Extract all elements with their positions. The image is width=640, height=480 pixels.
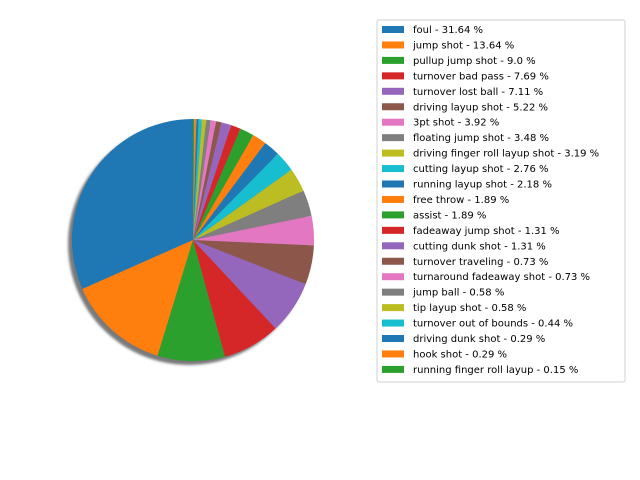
legend-label-17: jump ball - 0.58 %	[412, 288, 504, 299]
legend-swatch-18	[382, 304, 404, 312]
legend-swatch-12	[382, 211, 404, 219]
legend-swatch-9	[382, 165, 404, 173]
legend-label-14: cutting dunk shot - 1.31 %	[413, 241, 546, 252]
legend-label-9: cutting layup shot - 2.76 %	[413, 164, 549, 175]
pie-slice-21	[193, 119, 197, 240]
legend-label-12: assist - 1.89 %	[413, 210, 486, 221]
legend-label-21: hook shot - 0.29 %	[413, 349, 507, 360]
legend-label-4: turnover lost ball - 7.11 %	[413, 87, 543, 98]
legend-swatch-13	[382, 226, 404, 234]
pie-slice-7	[193, 190, 312, 240]
legend-swatch-10	[382, 180, 404, 188]
pie-slice-0	[72, 119, 193, 289]
legend-swatch-1	[382, 41, 404, 49]
pie-slice-22	[193, 119, 195, 240]
legend-swatch-17	[382, 288, 404, 296]
pie-slices	[72, 119, 314, 361]
legend-entries: foul - 31.64 % jump shot - 13.64 % pullup …	[382, 25, 599, 376]
pie-slice-1	[82, 240, 193, 356]
legend: foul - 31.64 % jump shot - 13.64 % pullup …	[376, 19, 626, 383]
legend-label-10: running layup shot - 2.18 %	[413, 180, 552, 191]
legend-label-2: pullup jump shot - 9.0 %	[413, 56, 536, 67]
pie-slice-10	[193, 142, 278, 240]
legend-swatch-5	[382, 103, 404, 111]
pie-slice-20	[193, 119, 199, 240]
legend-label-13: fadeaway jump shot - 1.31 %	[413, 226, 560, 237]
legend-label-1: jump shot - 13.64 %	[412, 40, 514, 51]
pie-slice-13	[193, 125, 241, 240]
legend-swatch-19	[382, 319, 404, 327]
pie-slice-14	[193, 122, 232, 240]
pie-slice-15	[193, 121, 222, 240]
pie-slice-4	[193, 240, 306, 329]
legend-label-19: turnover out of bounds - 0.44 %	[413, 319, 573, 330]
legend-label-22: running finger roll layup - 0.15 %	[413, 365, 578, 376]
legend-swatch-8	[382, 149, 404, 157]
legend-label-11: free throw - 1.89 %	[413, 195, 509, 206]
pie-slice-2	[157, 240, 226, 361]
legend-label-6: 3pt shot - 3.92 %	[413, 118, 499, 129]
legend-swatch-14	[382, 242, 404, 250]
pie-slice-12	[193, 128, 254, 240]
pie-slice-3	[193, 240, 276, 357]
legend-label-18: tip layup shot - 0.58 %	[413, 303, 526, 314]
legend-swatch-15	[382, 257, 404, 265]
pie-slice-11	[193, 135, 266, 240]
legend-frame	[376, 19, 626, 383]
legend-label-3: turnover bad pass - 7.69 %	[413, 71, 549, 82]
pie-slice-16	[193, 120, 217, 240]
pie-slice-19	[193, 119, 202, 240]
pie-slice-9	[193, 153, 292, 240]
legend-swatch-4	[382, 87, 404, 95]
legend-label-16: turnaround fadeaway shot - 0.73 %	[413, 272, 590, 283]
pie-slice-6	[193, 215, 314, 246]
legend-swatch-21	[382, 350, 404, 358]
legend-label-0: foul - 31.64 %	[413, 25, 483, 36]
legend-label-20: driving dunk shot - 0.29 %	[413, 334, 545, 345]
pie-slice-17	[193, 119, 211, 240]
pie-slice-18	[193, 119, 207, 240]
pie-slice-5	[193, 240, 314, 285]
legend-swatch-22	[382, 365, 404, 373]
legend-swatch-0	[382, 26, 404, 33]
legend-label-15: turnover traveling - 0.73 %	[413, 257, 548, 268]
legend-label-8: driving finger roll layup shot - 3.19 %	[413, 149, 599, 160]
legend-label-5: driving layup shot - 5.22 %	[413, 102, 548, 113]
legend-swatch-6	[382, 118, 404, 126]
legend-swatch-3	[382, 72, 404, 80]
legend-swatch-11	[382, 195, 404, 203]
pie-slice-8	[193, 169, 304, 240]
legend-swatch-7	[382, 134, 404, 142]
legend-swatch-16	[382, 273, 404, 281]
legend-swatch-2	[382, 56, 404, 64]
legend-swatch-20	[382, 335, 404, 342]
legend-label-7: floating jump shot - 3.48 %	[413, 133, 549, 144]
